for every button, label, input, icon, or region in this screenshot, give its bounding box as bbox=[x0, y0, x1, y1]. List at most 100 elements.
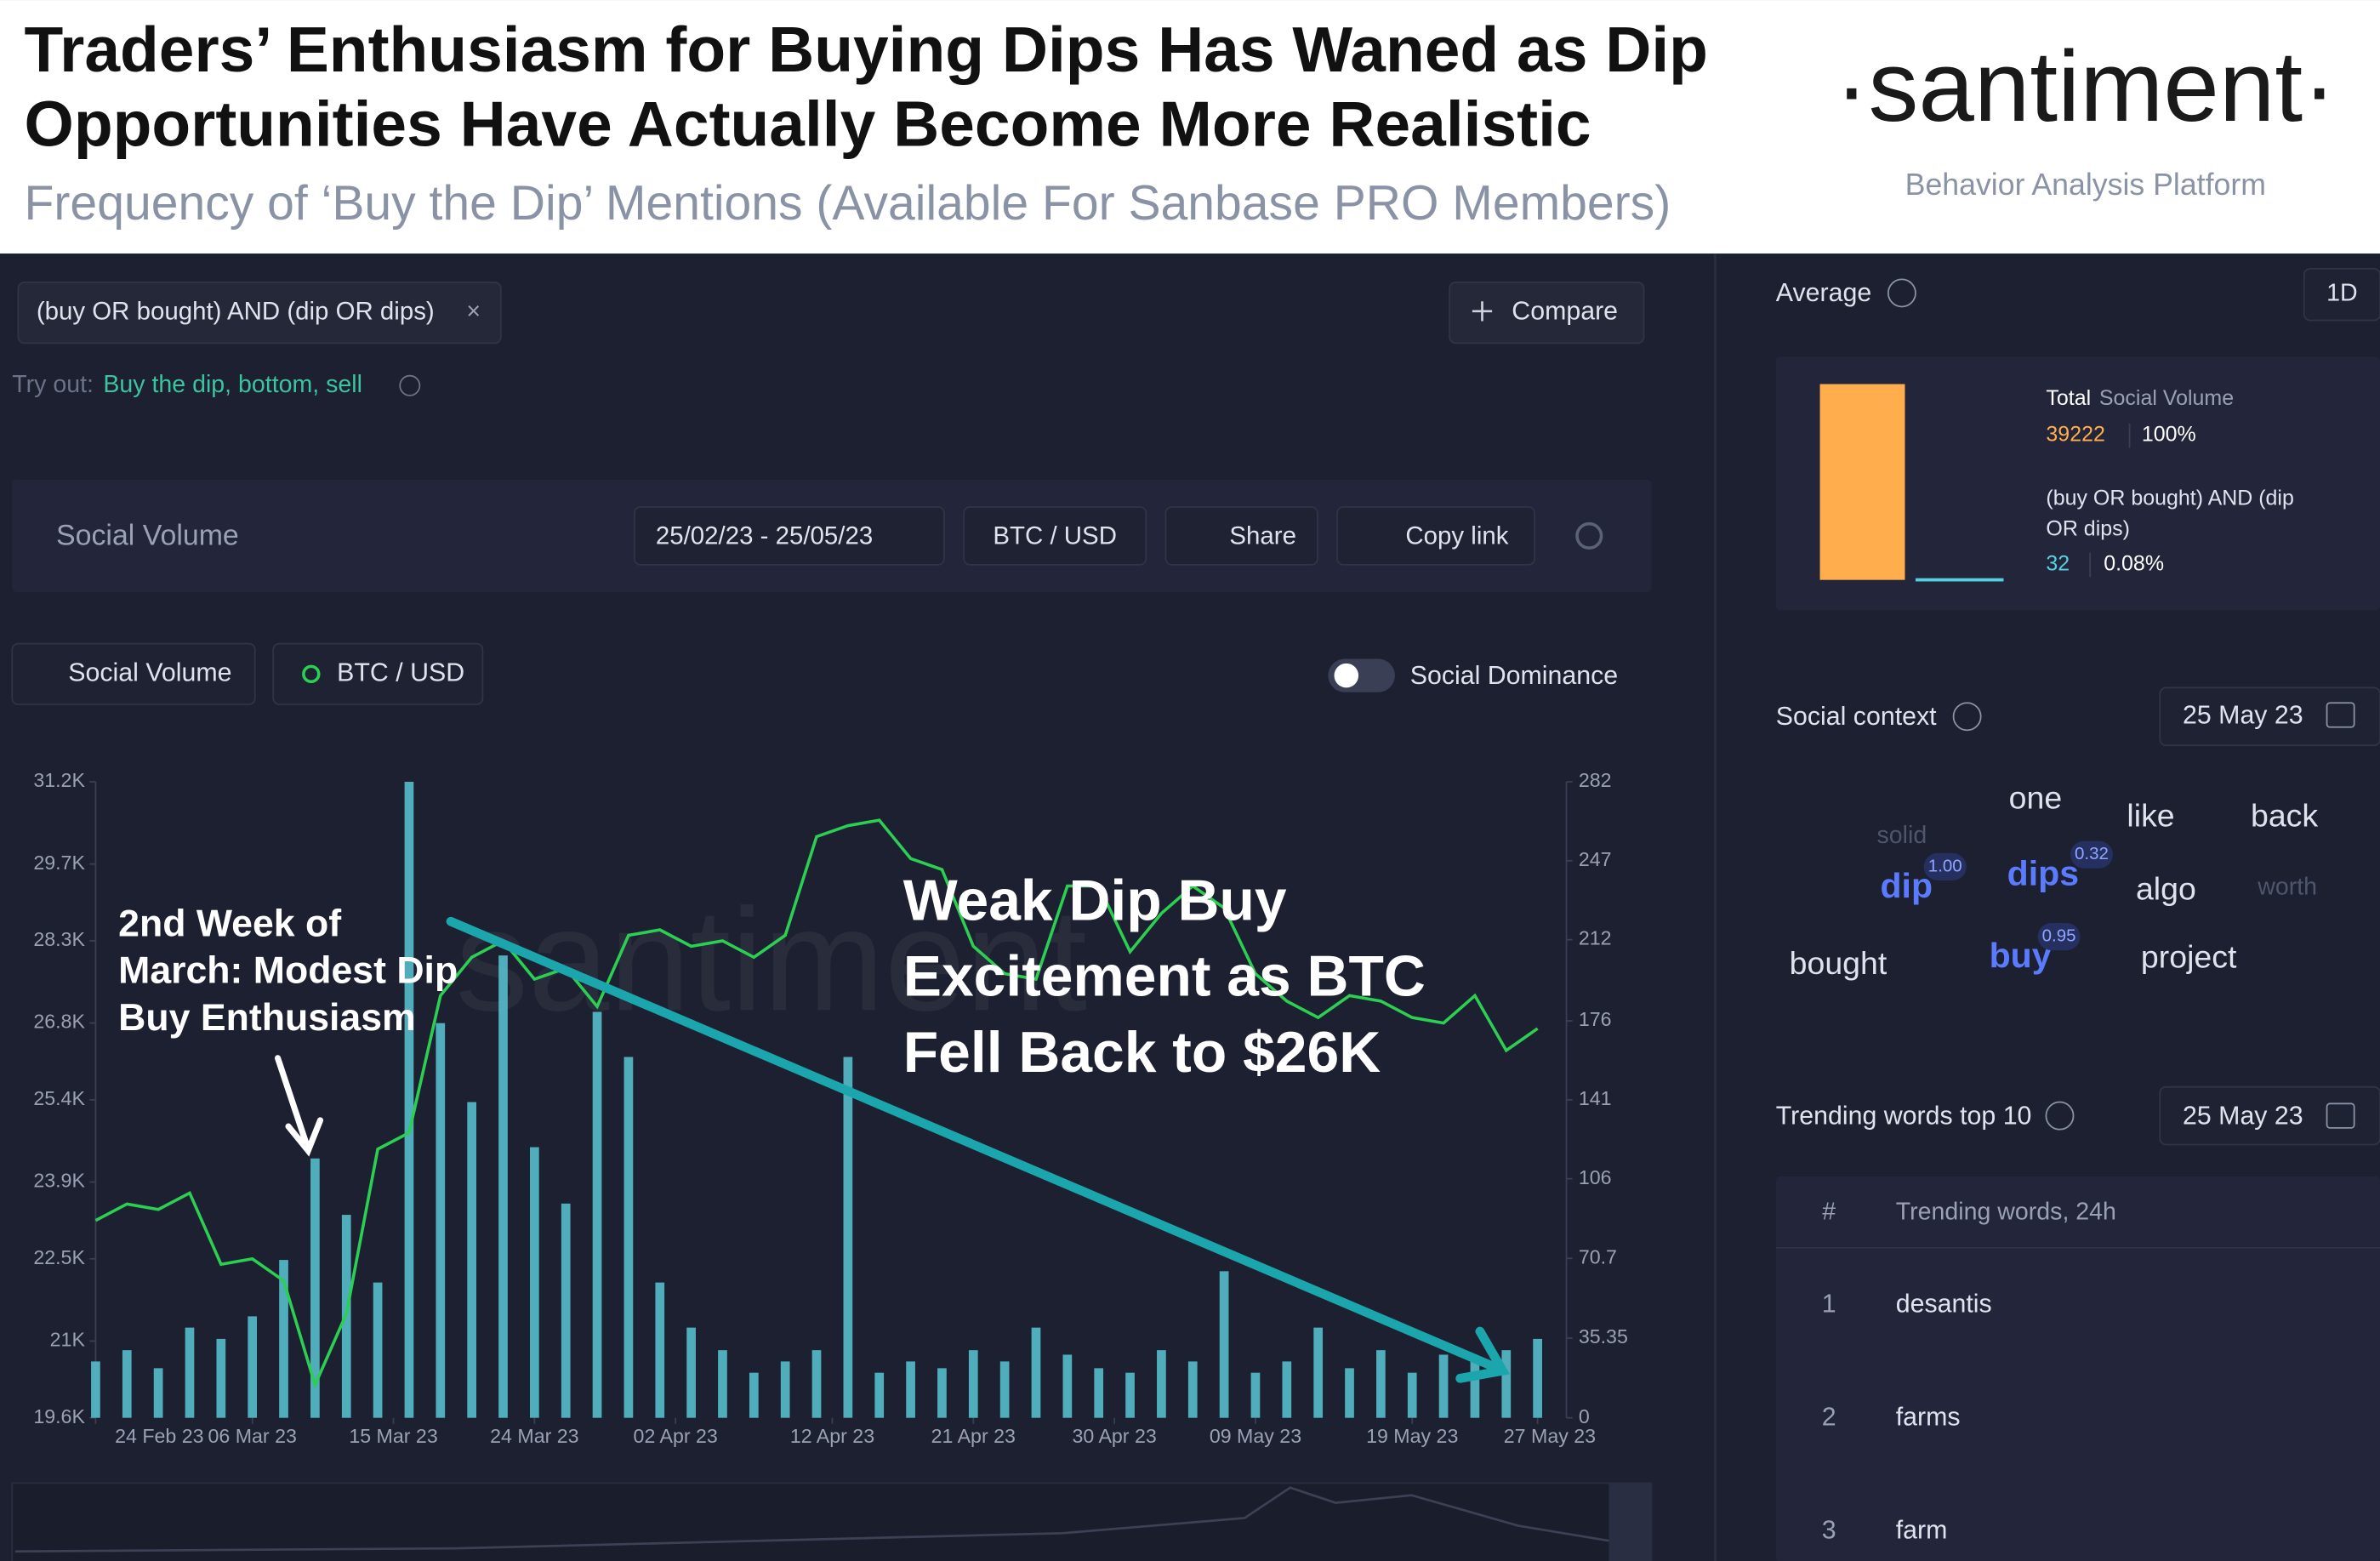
calendar-icon bbox=[2326, 702, 2355, 728]
query-text: (buy OR bought) AND (dip OR dips) bbox=[37, 297, 435, 325]
y-tick-label: 19.6K bbox=[33, 1405, 85, 1427]
context-word: dips bbox=[2007, 853, 2079, 892]
bar bbox=[1031, 1327, 1041, 1418]
rank: 3 bbox=[1822, 1517, 1836, 1545]
y-tick-label: 25.4K bbox=[33, 1087, 85, 1109]
date-picker[interactable] bbox=[2159, 686, 2380, 747]
trending-label: Trending words top 10 bbox=[1776, 1102, 2032, 1130]
trending-rows: 1 desantis 2 farms 3 farm bbox=[1822, 1290, 1992, 1545]
x-tick-label: 15 Mar 23 bbox=[349, 1425, 437, 1447]
share-button[interactable] bbox=[1164, 506, 1318, 566]
bar bbox=[1094, 1368, 1104, 1418]
toggle-label: Social Dominance bbox=[1410, 662, 1618, 690]
plus-icon bbox=[1472, 301, 1493, 322]
y-tick-label: 23.9K bbox=[33, 1170, 85, 1192]
bar bbox=[373, 1282, 383, 1418]
bar bbox=[1282, 1361, 1292, 1418]
copy-link: Copy link bbox=[1405, 522, 1508, 550]
bar bbox=[248, 1316, 258, 1418]
bar bbox=[937, 1368, 947, 1418]
bar bbox=[279, 1260, 288, 1418]
score: 1.00 bbox=[1928, 856, 1962, 875]
query-chip[interactable] bbox=[17, 282, 502, 345]
y2-tick-label: 0 bbox=[1579, 1405, 1590, 1427]
bar bbox=[561, 1203, 571, 1418]
annotation: Weak Dip Buy bbox=[903, 869, 1287, 932]
date-range: 25/02/23 - 25/05/23 bbox=[656, 522, 873, 550]
bar bbox=[1187, 1361, 1198, 1418]
brand: ·santiment· bbox=[1835, 30, 2336, 142]
bar bbox=[185, 1327, 195, 1418]
copy-link-button[interactable] bbox=[1336, 506, 1535, 566]
context-word: back bbox=[2251, 798, 2318, 834]
trending-table bbox=[1775, 1176, 2380, 1561]
score: 0.32 bbox=[2075, 844, 2109, 863]
settings-icon[interactable] bbox=[1575, 521, 1603, 550]
x-tick-label: 24 Feb 23 bbox=[115, 1425, 203, 1447]
total-label: Total bbox=[2046, 386, 2091, 410]
close-icon[interactable]: × bbox=[466, 298, 481, 325]
annotation: Buy Enthusiasm bbox=[118, 997, 416, 1039]
bar bbox=[216, 1338, 226, 1418]
pair-button[interactable] bbox=[963, 506, 1147, 566]
rank: 2 bbox=[1822, 1404, 1836, 1432]
context-word: project bbox=[2141, 939, 2237, 975]
trending-date: 25 May 23 bbox=[2183, 1102, 2303, 1130]
y-tick-label: 28.3K bbox=[33, 928, 85, 950]
bar bbox=[1376, 1350, 1386, 1418]
bar bbox=[91, 1361, 100, 1418]
title-line: Opportunities Have Actually Become More … bbox=[25, 88, 1591, 160]
pair: BTC / USD bbox=[993, 522, 1117, 550]
total-metric: Social Volume bbox=[2099, 386, 2234, 410]
title-line: Traders’ Enthusiasm for Buying Dips Has … bbox=[25, 14, 1708, 85]
x-tick-label: 09 May 23 bbox=[1210, 1425, 1301, 1447]
bar bbox=[655, 1282, 665, 1418]
bar bbox=[874, 1372, 885, 1418]
share: Share bbox=[1229, 522, 1296, 550]
navigator bbox=[11, 1482, 1653, 1561]
interval-button[interactable] bbox=[2303, 267, 2380, 322]
bar bbox=[686, 1327, 696, 1418]
bar bbox=[1533, 1338, 1542, 1418]
y2-tick-label: 247 bbox=[1579, 848, 1612, 870]
date-picker[interactable] bbox=[2159, 1085, 2380, 1146]
bar bbox=[404, 782, 414, 1418]
bar bbox=[811, 1350, 822, 1418]
price-chip-icon bbox=[302, 664, 321, 684]
bar bbox=[1125, 1372, 1135, 1418]
navigator-handle[interactable] bbox=[1608, 1483, 1652, 1561]
x-tick-label: 30 Apr 23 bbox=[1072, 1425, 1156, 1447]
bar bbox=[1157, 1350, 1166, 1418]
price-line bbox=[94, 818, 1539, 1390]
annotation-arrow bbox=[274, 1055, 324, 1157]
x-tick-label: 19 May 23 bbox=[1366, 1425, 1458, 1447]
price-chip-label: BTC / USD bbox=[337, 658, 464, 686]
average-bars bbox=[1819, 384, 2004, 582]
bar bbox=[1438, 1354, 1449, 1418]
price-chip[interactable] bbox=[272, 642, 484, 705]
compare-button[interactable] bbox=[1449, 282, 1645, 345]
calendar-icon bbox=[2326, 1102, 2355, 1129]
rank: 1 bbox=[1822, 1290, 1836, 1319]
bar bbox=[498, 955, 508, 1418]
x-tick-label: 21 Apr 23 bbox=[931, 1425, 1016, 1447]
context-word: dip bbox=[1880, 866, 1933, 905]
bar bbox=[436, 1023, 446, 1418]
bar bbox=[718, 1350, 727, 1418]
context-date: 25 May 23 bbox=[2183, 701, 2303, 729]
volume-chip[interactable] bbox=[11, 642, 256, 705]
x-tick-label: 24 Mar 23 bbox=[490, 1425, 578, 1447]
y2-tick-label: 141 bbox=[1579, 1087, 1612, 1109]
bar bbox=[530, 1147, 539, 1418]
annotation: Excitement as BTC bbox=[903, 945, 1426, 1009]
compare-label: Compare bbox=[1512, 298, 1618, 326]
annotation: Fell Back to $26K bbox=[903, 1021, 1381, 1085]
date-range-button[interactable] bbox=[634, 506, 945, 566]
column-header: Trending words, 24h bbox=[1896, 1198, 2116, 1225]
score-badge bbox=[1923, 852, 1967, 881]
try-out-links[interactable]: Buy the dip, bottom, sell bbox=[103, 371, 362, 398]
navigator-preview bbox=[14, 1486, 1609, 1553]
social-context-label: Social context bbox=[1776, 703, 1937, 731]
